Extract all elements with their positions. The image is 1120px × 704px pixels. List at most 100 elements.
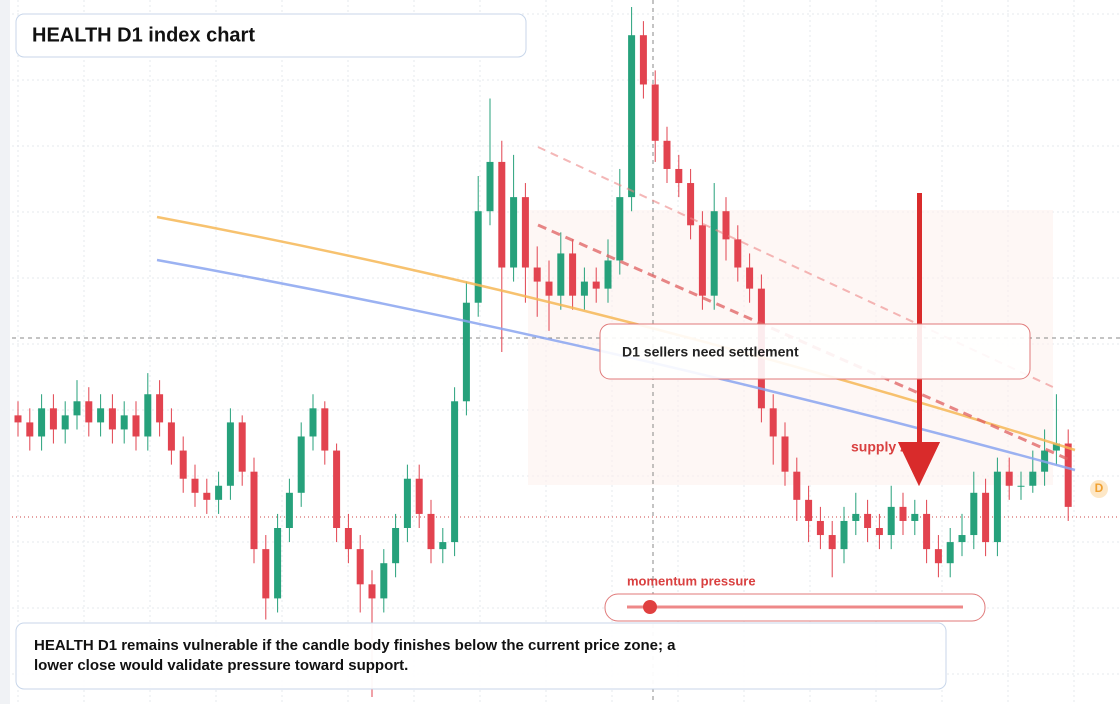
candle-body [144, 394, 152, 437]
candle-body [911, 513, 919, 521]
candle-body [805, 499, 813, 521]
candle-body [687, 183, 695, 226]
candle-body [392, 528, 400, 564]
chart-title: HEALTH D1 index chart [32, 24, 255, 46]
candle-body [250, 471, 258, 550]
candle-body [380, 563, 388, 599]
candle-body [828, 535, 836, 550]
marker-label: D [1095, 481, 1104, 495]
candle-body [722, 211, 730, 240]
candle-body [203, 492, 211, 500]
marker [1090, 480, 1108, 498]
candle-body [179, 450, 187, 479]
candle-body [1064, 443, 1072, 507]
arrow-shaft [917, 193, 922, 443]
candle-body [840, 520, 848, 550]
candle-body [970, 492, 978, 536]
candle-body [156, 394, 164, 423]
candle-body [651, 84, 659, 141]
trend-line-yellow [156, 215, 1076, 452]
candle-body [462, 302, 470, 402]
momentum-label: momentum pressure [627, 573, 756, 588]
title-box [15, 13, 527, 58]
candle-body [215, 485, 223, 500]
candle-body [486, 161, 494, 212]
candle-body [852, 513, 860, 521]
candle-body [510, 197, 518, 268]
candle-body [557, 253, 565, 296]
candle-body [580, 281, 588, 296]
candle-body [226, 422, 234, 486]
candle-body [899, 506, 907, 521]
candle-body [533, 267, 541, 282]
note: HEALTH D1 remains vulnerable if the cand… [34, 637, 676, 674]
candle-body [191, 478, 199, 493]
candle-body [427, 513, 435, 550]
candle-body [262, 549, 270, 599]
candle-body [108, 408, 116, 430]
annotation-box [599, 323, 1031, 380]
candle-body [864, 513, 872, 528]
candle-body [1017, 485, 1025, 487]
candle-body [675, 168, 683, 184]
candle-body [1052, 443, 1060, 451]
candle-body [521, 197, 529, 268]
candle-body [545, 281, 553, 296]
candle-body [49, 408, 57, 430]
candle-body [85, 401, 93, 423]
candle-body [344, 528, 352, 550]
left-edge [0, 0, 10, 704]
candle-body [887, 506, 895, 536]
candle-body [663, 140, 671, 169]
candle-body [1029, 471, 1037, 486]
candle-body [946, 542, 954, 564]
candle-body [132, 415, 140, 437]
candle-body [309, 408, 317, 437]
note-box [15, 622, 947, 690]
candle-body [793, 471, 801, 500]
candle-body [710, 211, 718, 296]
candle-body [982, 492, 990, 543]
channel-line [537, 146, 1056, 389]
candle-body [569, 253, 577, 296]
candle-body [474, 211, 482, 303]
candle-body [639, 35, 647, 85]
candle-body [746, 267, 754, 289]
note-text: HEALTH D1 remains vulnerable if the cand… [34, 637, 676, 674]
candle-body [993, 471, 1001, 543]
candle-body [698, 225, 706, 296]
arrow-head [898, 442, 940, 486]
candle-body [934, 549, 942, 564]
candle-body [167, 422, 175, 451]
candle-body [14, 415, 22, 423]
candle-body [73, 401, 81, 416]
candle-body [26, 422, 34, 437]
candle-body [498, 161, 506, 268]
candle-body [297, 436, 305, 493]
candle-body [439, 542, 447, 550]
candle-body [333, 450, 341, 528]
candle-body [97, 408, 105, 423]
momentum-knob [643, 600, 657, 614]
candle-body [321, 408, 329, 451]
candle-body [403, 478, 411, 528]
candle-body [769, 408, 777, 437]
candle-body [592, 281, 600, 289]
candle-body [356, 549, 364, 585]
candle-body [451, 401, 459, 543]
candle-body [734, 239, 742, 268]
candle-body [1005, 471, 1013, 486]
candle-body [38, 408, 46, 437]
candle-body [61, 415, 69, 430]
candle-body [628, 35, 636, 198]
candle-body [958, 535, 966, 543]
candle-body [923, 513, 931, 550]
annotation: D1 sellers need settlement [622, 344, 799, 360]
candle-body [274, 528, 282, 599]
candle-body [616, 197, 624, 261]
candle-body [285, 492, 293, 528]
candle-body [415, 478, 423, 514]
candle-body [604, 260, 612, 289]
candle-body [368, 584, 376, 599]
